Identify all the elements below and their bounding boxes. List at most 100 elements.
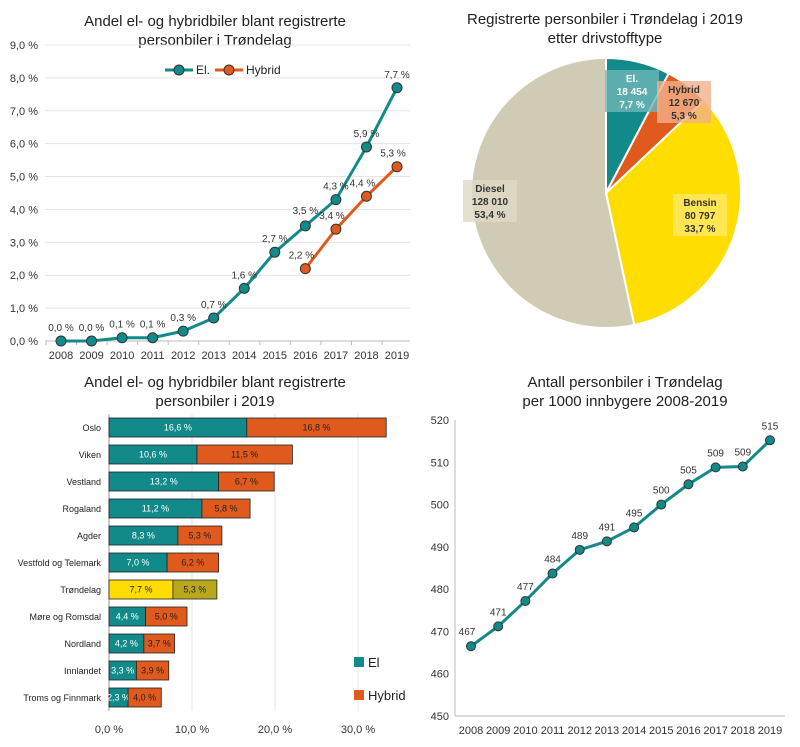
data-label: 515 (762, 421, 779, 432)
pie-label-pct: 7,7 % (619, 100, 645, 111)
bar-value-label: 11,5 % (231, 450, 258, 460)
y-tick-label: 480 (431, 584, 449, 596)
bar-value-label: 4,2 % (115, 639, 138, 649)
bar-value-label: 5,3 % (183, 585, 206, 595)
x-tick-label: 2011 (541, 725, 565, 737)
data-point (177, 325, 189, 337)
bar-value-label: 7,7 % (129, 585, 152, 595)
bar-segment-hybrid (201, 498, 251, 519)
category-label: Nordland (64, 639, 101, 649)
bar-value-label: 6,2 % (181, 558, 204, 568)
data-point (391, 82, 403, 94)
data-point (330, 194, 342, 206)
bar-value-label: 5,0 % (155, 612, 178, 622)
x-tick-label: 2018 (354, 350, 378, 362)
data-point (147, 332, 159, 344)
bar-segment-hybrid (127, 687, 162, 708)
data-point (601, 536, 612, 547)
bar-segment-hybrid (135, 660, 170, 681)
per1000-title-line1: Antall personbiler i Trøndelag (527, 374, 722, 391)
pie-label-name: El. (626, 74, 638, 85)
x-tick-label: 2015 (263, 350, 287, 362)
y-tick-label: 8,0 % (10, 73, 38, 85)
y-tick-label: 2,0 % (10, 270, 38, 282)
pie-label-pct: 33,7 % (684, 224, 715, 235)
y-tick-label: 1,0 % (10, 303, 38, 315)
bar-segment-hybrid (196, 444, 293, 465)
data-point (208, 312, 220, 324)
category-label: Rogaland (62, 504, 101, 514)
data-label: 3,4 % (319, 211, 345, 222)
x-tick-label: 2010 (110, 350, 134, 362)
bar-chart-title-line2: personbiler i 2019 (155, 393, 274, 410)
data-point (710, 462, 721, 473)
y-tick-label: 6,0 % (10, 139, 38, 151)
category-label: Agder (77, 531, 101, 541)
data-label: 0,0 % (48, 323, 74, 334)
data-label: 509 (734, 448, 751, 459)
pie-label-count: 12 670 (669, 98, 700, 109)
x-tick-label: 2008 (459, 725, 483, 737)
pie-label-count: 80 797 (685, 211, 716, 222)
y-tick-label: 490 (431, 542, 449, 554)
bar-value-label: 7,0 % (127, 558, 150, 568)
bar-value-label: 4,4 % (116, 612, 139, 622)
share-chart-title-line1: Andel el- og hybridbiler blant registrer… (84, 13, 346, 30)
y-tick-label: 3,0 % (10, 237, 38, 249)
legend-swatch-el (354, 657, 364, 667)
bar-value-label: 3,9 % (141, 666, 164, 676)
y-tick-label: 470 (431, 626, 449, 638)
bar-chart-title-line1: Andel el- og hybridbiler blant registrer… (84, 374, 346, 391)
bar-value-label: 13,2 % (150, 477, 178, 487)
data-label: 509 (707, 448, 724, 459)
bar-segment-hybrid (172, 579, 218, 600)
data-point (520, 595, 531, 606)
x-tick-label: 2011 (141, 350, 165, 362)
x-tick-label: 2017 (703, 725, 727, 737)
y-tick-label: 500 (431, 500, 449, 512)
x-tick-label: 2010 (513, 725, 537, 737)
bar-segment-hybrid (246, 417, 387, 438)
x-tick-label: 2013 (595, 725, 619, 737)
category-label: Trøndelag (60, 585, 101, 595)
pie-label-bg (673, 194, 727, 236)
x-tick-label: 10,0 % (175, 724, 209, 736)
x-tick-label: 2014 (622, 725, 646, 737)
data-point (55, 335, 67, 347)
data-label: 5,3 % (380, 149, 406, 160)
x-tick-label: 2012 (567, 725, 591, 737)
y-tick-label: 5,0 % (10, 172, 38, 184)
data-point (116, 332, 128, 344)
bar-value-label: 3,3 % (111, 666, 134, 676)
county-bar-chart: Andel el- og hybridbiler blant registrer… (18, 374, 406, 736)
category-label: Vestland (66, 477, 101, 487)
data-point (656, 499, 667, 510)
legend-label-hybrid: Hybrid (368, 688, 406, 703)
data-label: 0,0 % (79, 323, 105, 334)
x-tick-label: 2015 (649, 725, 673, 737)
x-tick-label: 2016 (676, 725, 700, 737)
data-point (360, 190, 372, 202)
per1000-title-line2: per 1000 innbygere 2008-2019 (522, 393, 727, 410)
pie-label-name: Bensin (683, 198, 716, 209)
pie-label-pct: 5,3 % (671, 111, 697, 122)
category-label: Møre og Romsdal (29, 612, 101, 622)
legend-marker-hybrid (223, 64, 235, 76)
data-point (683, 479, 694, 490)
x-tick-label: 2019 (385, 350, 409, 362)
data-point (360, 141, 372, 153)
data-label: 0,1 % (140, 320, 166, 331)
x-tick-label: 2008 (49, 350, 73, 362)
x-tick-label: 20,0 % (258, 724, 292, 736)
y-tick-label: 520 (431, 415, 449, 427)
data-label: 0,1 % (109, 320, 135, 331)
bar-value-label: 16,8 % (302, 423, 330, 433)
data-label: 2,2 % (289, 251, 315, 262)
series-line-el (61, 87, 399, 343)
pie-label-bg (605, 70, 659, 112)
cars-per-1000-chart: Antall personbiler i Trøndelag per 1000 i… (431, 374, 785, 737)
data-label: 4,4 % (350, 178, 376, 189)
data-label: 467 (459, 627, 476, 638)
